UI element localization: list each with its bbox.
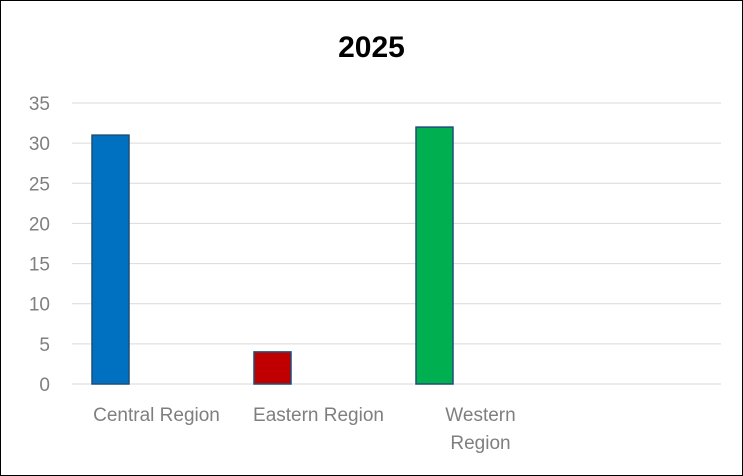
y-tick-label: 30 xyxy=(29,134,50,155)
gridlines xyxy=(72,102,721,385)
x-axis-category-labels: Central Region Eastern Region Western Regio… xyxy=(93,405,516,454)
y-axis-tick-labels: 0 5 10 15 20 25 30 35 xyxy=(29,94,50,396)
y-tick-label: 15 xyxy=(29,255,50,276)
x-category-label: Eastern Region xyxy=(253,405,384,426)
chart-title: 2025 xyxy=(338,31,405,64)
bar-central-region xyxy=(91,134,130,385)
x-category-label: Central Region xyxy=(93,405,220,426)
y-tick-label: 0 xyxy=(39,375,50,396)
y-tick-label: 35 xyxy=(29,94,50,115)
bar-western-region xyxy=(415,126,454,385)
bars xyxy=(91,126,454,385)
y-tick-label: 25 xyxy=(29,174,50,195)
x-category-label: Western Region xyxy=(445,405,515,454)
bar-eastern-region xyxy=(253,351,292,385)
y-tick-label: 10 xyxy=(29,295,50,316)
y-tick-label: 20 xyxy=(29,214,50,235)
y-tick-label: 5 xyxy=(39,335,50,356)
